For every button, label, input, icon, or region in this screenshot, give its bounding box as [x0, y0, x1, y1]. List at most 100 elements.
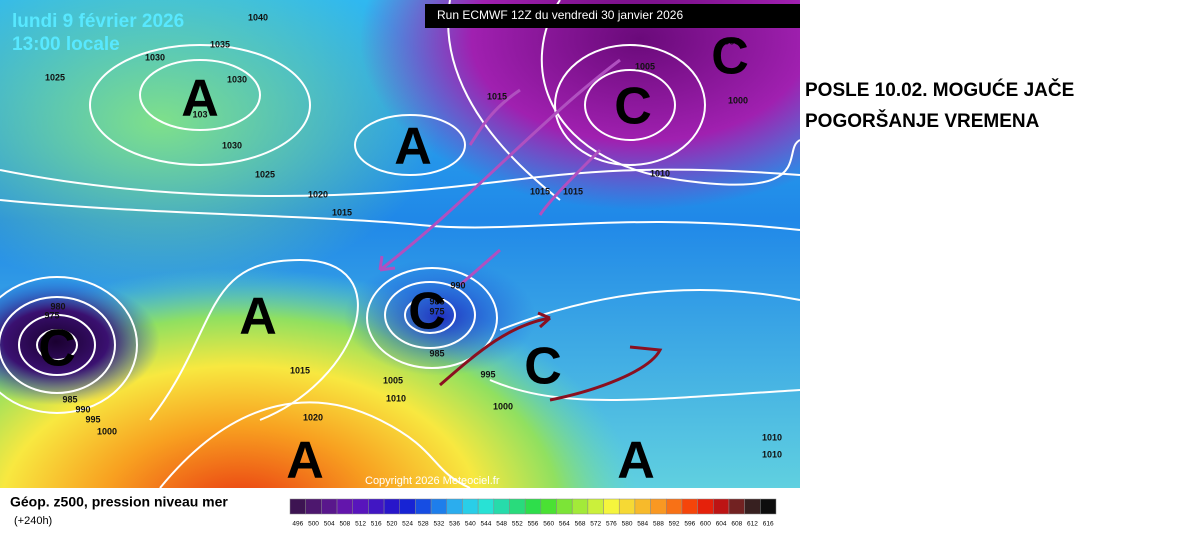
arrow: [549, 345, 663, 402]
isobar: [489, 379, 801, 401]
isobar: [540, 0, 801, 186]
scale-label: 600: [700, 521, 711, 528]
scale-swatch: [666, 498, 683, 515]
copyright: Copyright 2026 Meteociel.fr: [365, 475, 500, 487]
isobar-label: 1005: [635, 61, 655, 71]
scale-swatch: [399, 498, 416, 515]
scale-swatch: [540, 498, 557, 515]
isobar-label: 1030: [227, 74, 247, 84]
scale-label: 560: [543, 521, 554, 528]
scale-swatch: [634, 498, 651, 515]
scale-swatch: [618, 498, 636, 515]
scale-label: 548: [496, 521, 507, 528]
map: 1040 1035 1030 1025 1030 103 1030 1025 1020 1015 1…: [0, 0, 801, 490]
scale-swatch: [713, 498, 730, 515]
scale-swatch: [289, 498, 306, 515]
isobar: [366, 267, 498, 369]
isobar: [139, 59, 261, 131]
scale-swatch: [415, 498, 432, 515]
pressure-center: C: [408, 283, 446, 341]
isobar-label: 1020: [303, 412, 323, 422]
scale-swatch: [587, 498, 604, 515]
isobar-label: 1000: [493, 401, 513, 411]
scale-swatch: [462, 498, 479, 515]
legend-lead: (+240h): [14, 515, 52, 527]
isobar: [159, 401, 471, 489]
isobar-label: 995: [724, 36, 739, 46]
scale-swatch: [368, 498, 385, 515]
scale-label: 540: [465, 521, 476, 528]
pressure-center: C: [614, 78, 652, 136]
isobar-label: 980: [50, 301, 65, 311]
arrow: [378, 58, 621, 272]
pressure-center: A: [286, 432, 324, 490]
isobar-label: 990: [75, 404, 90, 414]
pressure-center: C: [38, 320, 76, 378]
isobar-label: 1040: [248, 12, 268, 22]
isobar-label: 975: [429, 306, 444, 316]
scale-swatch: [352, 498, 369, 515]
scale-swatch: [509, 498, 526, 515]
scale-swatch: [603, 498, 620, 515]
scale-swatch: [477, 498, 495, 515]
scale-label: 568: [575, 521, 586, 528]
scale-swatch: [383, 498, 400, 515]
isobar-labels: 1040 1035 1030 1025 1030 103 1030 1025 1020 1015 1…: [44, 12, 782, 459]
isobar-label: 985: [429, 296, 444, 306]
run-info: Run ECMWF 12Z du vendredi 30 janvier 202…: [437, 8, 683, 22]
isobar: [554, 44, 706, 166]
isobar: [36, 329, 78, 361]
scale-swatch: [493, 498, 510, 515]
isobar: [584, 69, 676, 141]
map-shade: [0, 0, 800, 488]
scale-label: 536: [449, 521, 460, 528]
isobar: [354, 114, 466, 176]
isobar-label: 985: [429, 348, 444, 358]
isobar-label: 1010: [762, 449, 782, 459]
legend-title: Géop. z500, pression niveau mer: [10, 494, 228, 510]
scale-label: 496: [292, 521, 303, 528]
color-scale: 496 500 504 508 512 516 520 524 528 532 536 540 544 5…: [289, 498, 777, 528]
scale-label: 508: [339, 521, 350, 528]
arrow: [538, 148, 602, 216]
scale-label: 500: [308, 521, 319, 528]
scale-label: 608: [731, 521, 742, 528]
scale-swatch: [430, 498, 448, 515]
isobar-label: 1015: [332, 207, 352, 217]
scale-label: 612: [747, 521, 758, 528]
isobar-label: 1015: [487, 91, 507, 101]
pressure-center: C: [524, 338, 562, 396]
isobar-label: 103: [192, 109, 207, 119]
isobar-label: 975: [44, 310, 59, 320]
isobar: [0, 296, 116, 394]
isobar-label: 1015: [530, 186, 550, 196]
scale-swatch: [681, 498, 698, 515]
isobar: [149, 258, 359, 421]
scale-label: 576: [606, 521, 617, 528]
scale-label: 556: [528, 521, 539, 528]
isobar-label: 1005: [383, 375, 403, 385]
scale-label: 584: [637, 521, 648, 528]
isobar-label: 1030: [145, 52, 165, 62]
isobar-label: 1015: [290, 365, 310, 375]
scale-swatch: [321, 498, 338, 515]
scale-swatch: [305, 498, 322, 515]
scale-label: 528: [418, 521, 429, 528]
scale-label: 564: [559, 521, 570, 528]
map-time: 13:00 locale: [12, 34, 120, 55]
isobar-label: 1015: [563, 186, 583, 196]
isobar-label: 985: [62, 394, 77, 404]
arrow: [468, 88, 521, 146]
isobar-label: 1035: [210, 39, 230, 49]
scale-label: 544: [481, 521, 492, 528]
isobar-label: 1010: [762, 432, 782, 442]
annotation-line: POGORŠANJE VREMENA: [805, 110, 1040, 132]
isobar-label: 995: [85, 414, 100, 424]
scale-label: 604: [716, 521, 727, 528]
scale-label: 524: [402, 521, 413, 528]
scale-swatch: [760, 498, 777, 515]
isobar-label: 1020: [308, 189, 328, 199]
